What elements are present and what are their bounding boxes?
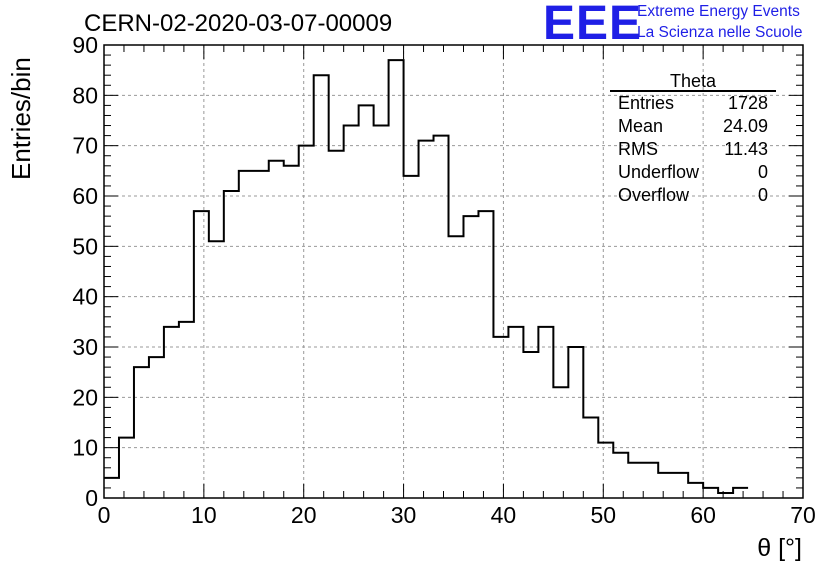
x-tick-label: 40 (491, 502, 517, 528)
histogram-bin (463, 216, 478, 498)
stats-value: 1728 (727, 93, 768, 113)
stats-label: Underflow (618, 162, 700, 182)
stats-value: 24.09 (722, 116, 768, 136)
histogram-bin (404, 176, 419, 498)
stats-row-overflow: Overflow 0 (610, 184, 776, 207)
chart-title: CERN-02-2020-03-07-00009 (84, 10, 393, 37)
histogram-bin (389, 60, 404, 498)
histogram-bin (284, 166, 299, 498)
y-tick-label: 80 (72, 82, 98, 108)
x-tick-label: 10 (191, 502, 217, 528)
y-tick-label: 10 (72, 435, 98, 461)
histogram-bin (673, 473, 688, 498)
histogram-bin (419, 141, 434, 498)
histogram-bin (359, 105, 374, 498)
plot-frame (103, 44, 804, 499)
stats-box: Theta Entries 1728 Mean 24.09 RMS 11.43 Underf… (610, 72, 776, 207)
x-tick-label: 20 (291, 502, 317, 528)
histogram-bin (583, 417, 598, 498)
y-tick-label: 60 (72, 183, 98, 209)
histogram-bin (344, 126, 359, 498)
histogram-bin (523, 352, 538, 498)
y-tick-label: 20 (72, 384, 98, 410)
stats-label: Mean (618, 116, 664, 136)
tick-labels: 0 10 20 30 40 50 60 70 0 10 20 30 40 50 60 70 80 90 (72, 32, 815, 528)
histogram-bin (598, 443, 613, 498)
stats-value: 0 (757, 162, 768, 182)
y-tick-label: 70 (72, 133, 98, 159)
histogram-bin (224, 191, 239, 498)
histogram-bin (299, 146, 314, 498)
x-tick-label: 30 (391, 502, 417, 528)
histogram-bin (568, 347, 583, 498)
x-axis-label: θ [°] (757, 534, 802, 562)
stats-label: Entries (618, 93, 675, 113)
histogram-bin (538, 327, 553, 498)
histogram-bin (314, 75, 329, 498)
y-tick-label: 90 (72, 32, 98, 58)
stats-value: 0 (757, 185, 768, 205)
histogram-bin (628, 463, 643, 498)
stats-row-mean: Mean 24.09 (610, 115, 776, 138)
histogram-bin (329, 151, 344, 498)
stats-row-rms: RMS 11.43 (610, 138, 776, 161)
x-tick-label: 60 (690, 502, 716, 528)
histogram-bin (478, 211, 493, 498)
histogram-bin (613, 453, 628, 498)
stats-rows: Entries 1728 Mean 24.09 RMS 11.43 Underflow 0 Ov… (610, 92, 776, 207)
histogram-outline (104, 59, 749, 494)
histogram-bin (254, 171, 269, 498)
eee-logo: EEE (543, 0, 643, 50)
histogram-bin (179, 322, 194, 498)
axes-box (103, 44, 804, 499)
histogram-bin (658, 473, 673, 498)
histogram-bin (149, 357, 164, 498)
stats-value: 11.43 (724, 139, 768, 159)
histogram-bin (688, 483, 703, 498)
axis-ticks (103, 44, 804, 499)
histogram-bin (493, 337, 508, 498)
histogram-bin (434, 136, 449, 498)
logo-line-2: La Scienza nelle Scuole (637, 24, 803, 41)
histogram-bin (374, 126, 389, 498)
x-tick-label: 0 (98, 502, 111, 528)
stats-row-entries: Entries 1728 (610, 92, 776, 115)
histogram-bin (134, 367, 149, 498)
stats-row-underflow: Underflow 0 (610, 161, 776, 184)
histogram-bin (643, 463, 658, 498)
histogram-bin (194, 211, 209, 498)
histogram-bin (553, 387, 568, 498)
histogram-bin (239, 171, 254, 498)
y-tick-label: 30 (72, 334, 98, 360)
x-tick-label: 50 (590, 502, 616, 528)
y-tick-label: 0 (85, 485, 98, 511)
grid-lines (104, 45, 803, 498)
logo-line-1: Extreme Energy Events (637, 3, 800, 20)
histogram-bin (164, 327, 179, 498)
y-tick-label: 50 (72, 233, 98, 259)
y-tick-label: 40 (72, 284, 98, 310)
x-tick-label: 70 (790, 502, 816, 528)
histogram-bin (449, 236, 464, 498)
stats-label: RMS (618, 139, 658, 159)
histogram-bin (209, 241, 224, 498)
histogram-bin (119, 438, 134, 498)
histogram-bin (733, 488, 748, 498)
histogram-bin (508, 327, 523, 498)
histogram-bin (703, 488, 718, 498)
stats-title: Theta (610, 72, 776, 92)
histogram-bin (269, 161, 284, 498)
stats-label: Overflow (618, 185, 690, 205)
